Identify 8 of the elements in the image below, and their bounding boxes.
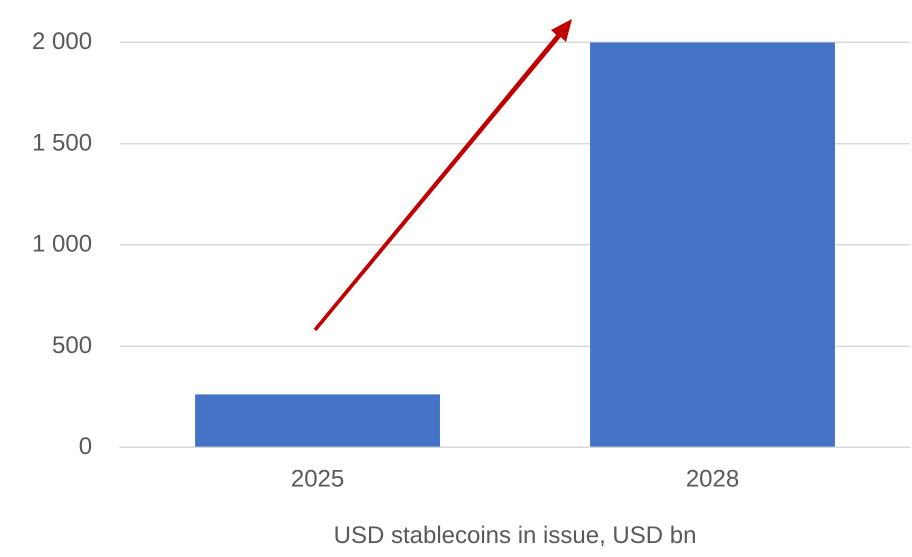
y-tick-label: 2 000 xyxy=(32,28,92,56)
y-tick-label: 1 000 xyxy=(32,230,92,258)
y-tick-label: 500 xyxy=(52,332,92,359)
x-tick-label: 2025 xyxy=(290,465,344,492)
y-tick-label: 1 500 xyxy=(32,129,92,156)
y-tick-label: 0 xyxy=(78,433,92,460)
x-axis-title: USD stablecoins in issue, USD bn xyxy=(334,522,696,550)
x-tick-label: 2028 xyxy=(686,465,740,492)
